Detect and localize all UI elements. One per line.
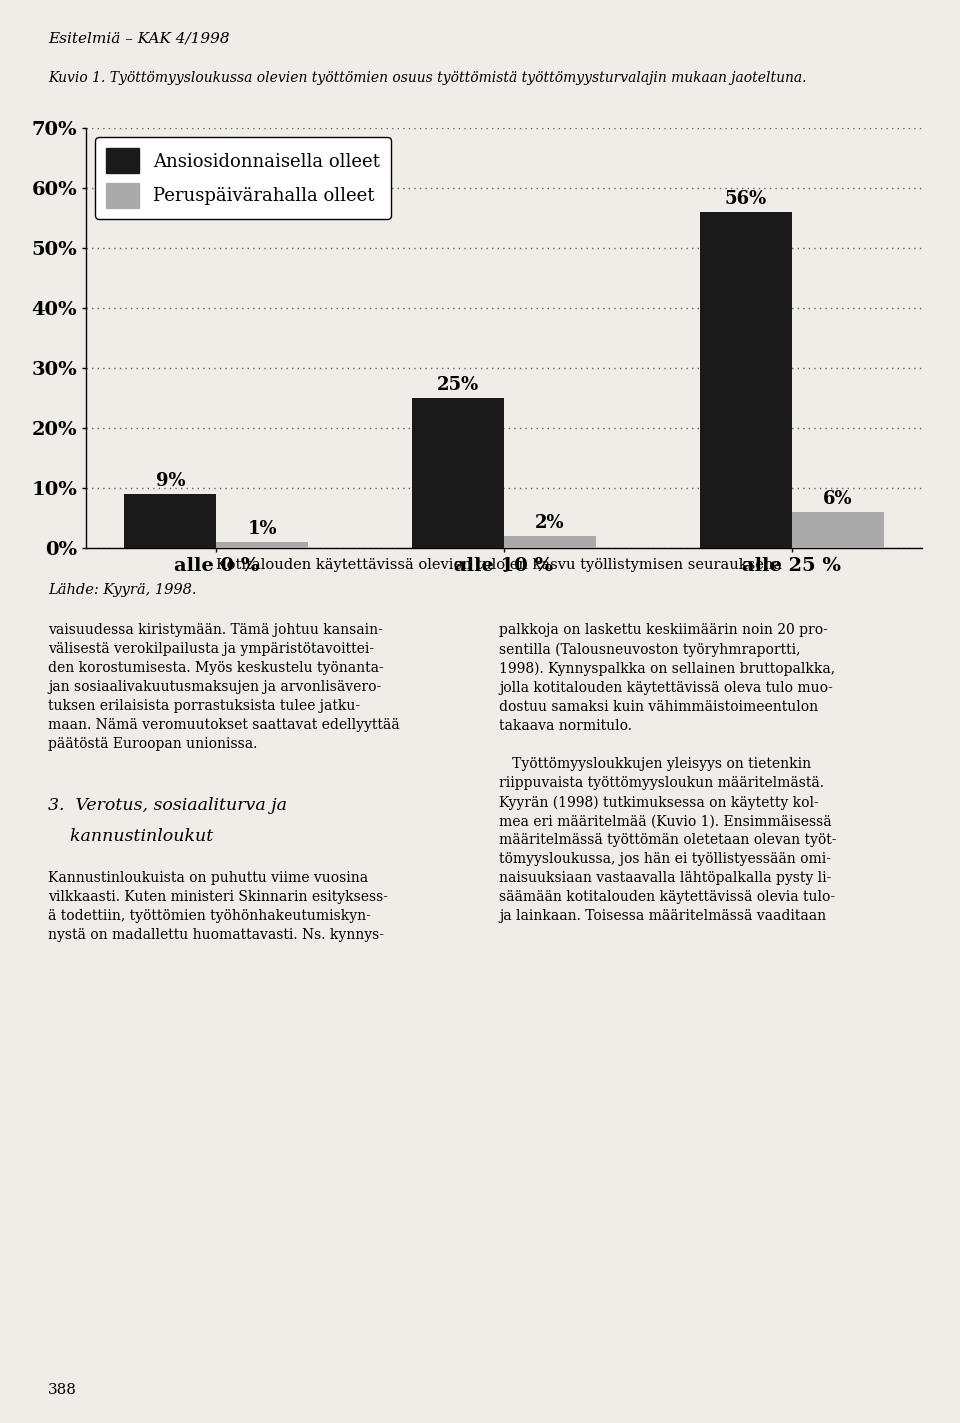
Text: 6%: 6% (823, 491, 852, 508)
Bar (125, 494, 216, 548)
Bar (412, 398, 504, 548)
Text: Kuvio 1. Työttömyysloukussa olevien työttömien osuus työttömistä työttömyysturva: Kuvio 1. Työttömyysloukussa olevien työt… (48, 71, 806, 85)
Bar (792, 512, 883, 548)
Text: 9%: 9% (156, 472, 185, 491)
Text: Kannustinloukuista on puhuttu viime vuosina
vilkkaasti. Kuten ministeri Skinnari: Kannustinloukuista on puhuttu viime vuos… (48, 871, 388, 942)
Text: 3.  Verotus, sosiaaliturva ja: 3. Verotus, sosiaaliturva ja (48, 797, 287, 814)
Text: 25%: 25% (437, 376, 479, 394)
Text: 1%: 1% (248, 521, 277, 538)
Text: kannustinloukut: kannustinloukut (48, 828, 213, 845)
Text: palkkoja on laskettu keskiimäärin noin 20 pro-
sentilla (Talousneuvoston työryhm: palkkoja on laskettu keskiimäärin noin 2… (499, 623, 837, 924)
Bar (216, 542, 308, 548)
Text: 388: 388 (48, 1383, 77, 1397)
Bar (700, 212, 792, 548)
Text: Kotitalouden käytettävissä olevien tulojen kasvu työllistymisen seurauksena: Kotitalouden käytettävissä olevien tuloj… (216, 558, 782, 572)
Text: vaisuudessa kiristymään. Tämä johtuu kansain-
välisestä verokilpailusta ja ympär: vaisuudessa kiristymään. Tämä johtuu kan… (48, 623, 399, 751)
Text: 56%: 56% (725, 191, 767, 208)
Text: Lähde: Kyyrä, 1998.: Lähde: Kyyrä, 1998. (48, 583, 197, 598)
Text: 2%: 2% (536, 514, 564, 532)
Bar (504, 536, 596, 548)
Legend: Ansiosidonnaisella olleet, Peruspäivärahalla olleet: Ansiosidonnaisella olleet, Peruspäivärah… (95, 137, 391, 219)
Text: Esitelmiä – KAK 4/1998: Esitelmiä – KAK 4/1998 (48, 31, 229, 46)
